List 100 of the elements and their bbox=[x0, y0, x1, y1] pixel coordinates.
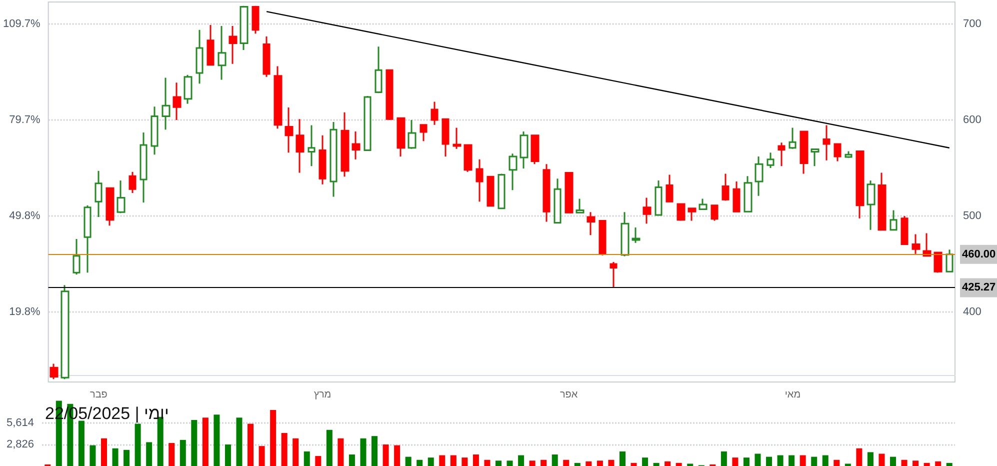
candlestick bbox=[698, 198, 708, 210]
bar bbox=[901, 460, 908, 466]
candlestick bbox=[844, 150, 852, 159]
bar bbox=[191, 420, 198, 466]
bar bbox=[822, 455, 828, 466]
bar bbox=[484, 460, 490, 466]
bar bbox=[788, 455, 795, 466]
bar bbox=[428, 458, 434, 466]
candlestick bbox=[666, 174, 674, 202]
bar bbox=[676, 462, 682, 466]
candlestick bbox=[262, 36, 270, 78]
bar bbox=[326, 430, 332, 466]
candlestick bbox=[162, 77, 170, 130]
y-tick-label: 700 bbox=[963, 18, 982, 30]
candlestick bbox=[106, 187, 114, 226]
candlestick bbox=[834, 143, 842, 162]
candlestick bbox=[732, 180, 740, 212]
bar bbox=[472, 454, 479, 466]
bar bbox=[382, 444, 389, 466]
bar bbox=[766, 456, 772, 466]
candlestick bbox=[856, 150, 864, 220]
ref-line-label: 460.00 bbox=[962, 248, 996, 260]
bar bbox=[777, 455, 784, 466]
candlestick bbox=[240, 5, 248, 51]
candlestick bbox=[116, 180, 126, 214]
candlestick bbox=[508, 152, 518, 191]
bar bbox=[800, 455, 806, 466]
bar bbox=[586, 461, 592, 466]
candlestick bbox=[318, 134, 326, 186]
candlestick bbox=[408, 119, 416, 150]
bar bbox=[867, 452, 874, 466]
candlestick bbox=[284, 106, 294, 154]
bar bbox=[202, 418, 208, 466]
bar bbox=[348, 454, 355, 466]
candlestick bbox=[464, 144, 472, 173]
x-tick-label: אפר bbox=[560, 390, 578, 400]
y-tick-label: 600 bbox=[963, 114, 982, 126]
y-tick-label: 2,826 bbox=[6, 438, 34, 450]
bar bbox=[754, 454, 761, 466]
candlestick bbox=[788, 126, 796, 150]
bar bbox=[146, 442, 152, 466]
bar bbox=[935, 461, 942, 466]
candlestick bbox=[900, 215, 908, 246]
bar bbox=[608, 460, 614, 466]
ref-line-label: 425.27 bbox=[962, 282, 996, 294]
bar bbox=[529, 460, 536, 466]
bar bbox=[856, 448, 862, 466]
candlestick bbox=[912, 233, 920, 255]
bar bbox=[630, 462, 637, 466]
candlestick bbox=[430, 101, 438, 126]
bar bbox=[224, 444, 231, 466]
candlestick bbox=[642, 197, 652, 224]
candlestick bbox=[452, 126, 462, 150]
bar bbox=[732, 458, 738, 466]
candlestick bbox=[476, 158, 484, 202]
candlestick bbox=[520, 130, 528, 170]
y2-tick-label: 79.7% bbox=[9, 114, 41, 126]
bar bbox=[834, 460, 840, 466]
candlestick bbox=[778, 142, 786, 167]
candlestick bbox=[206, 24, 214, 66]
candlestick bbox=[530, 134, 540, 165]
candlestick bbox=[486, 175, 494, 207]
bar bbox=[912, 460, 919, 466]
candlestick bbox=[442, 118, 450, 158]
x-tick-label: פבר bbox=[90, 390, 108, 400]
bar bbox=[372, 436, 378, 466]
bar bbox=[100, 438, 107, 466]
candlestick bbox=[228, 25, 238, 65]
bar bbox=[890, 456, 896, 466]
candlestick bbox=[172, 82, 182, 121]
bar bbox=[574, 462, 580, 466]
candlestick bbox=[654, 180, 662, 216]
bar bbox=[563, 460, 570, 466]
candlestick bbox=[396, 117, 406, 158]
candlestick bbox=[340, 112, 350, 178]
bar bbox=[360, 438, 366, 466]
candlestick bbox=[50, 363, 58, 380]
bar bbox=[248, 424, 254, 466]
bar bbox=[619, 451, 626, 466]
bar bbox=[134, 424, 141, 466]
bar bbox=[664, 461, 671, 466]
bar bbox=[811, 456, 818, 466]
x-tick-label: מרץ bbox=[314, 390, 332, 400]
candlestick bbox=[890, 209, 898, 231]
candlestick bbox=[766, 152, 774, 169]
bar bbox=[405, 456, 412, 466]
bar bbox=[338, 438, 344, 466]
candlestick bbox=[72, 238, 80, 276]
candlestick bbox=[308, 124, 316, 167]
y2-tick-label: 109.7% bbox=[2, 18, 41, 30]
bar bbox=[878, 454, 885, 466]
bar bbox=[720, 451, 727, 466]
candlestick bbox=[542, 163, 550, 222]
candlestick bbox=[688, 208, 696, 222]
candlestick bbox=[420, 124, 428, 142]
bar bbox=[180, 440, 186, 466]
candlestick bbox=[94, 170, 102, 218]
candlestick bbox=[84, 204, 92, 274]
candlestick bbox=[140, 132, 148, 204]
candlestick bbox=[218, 25, 226, 80]
